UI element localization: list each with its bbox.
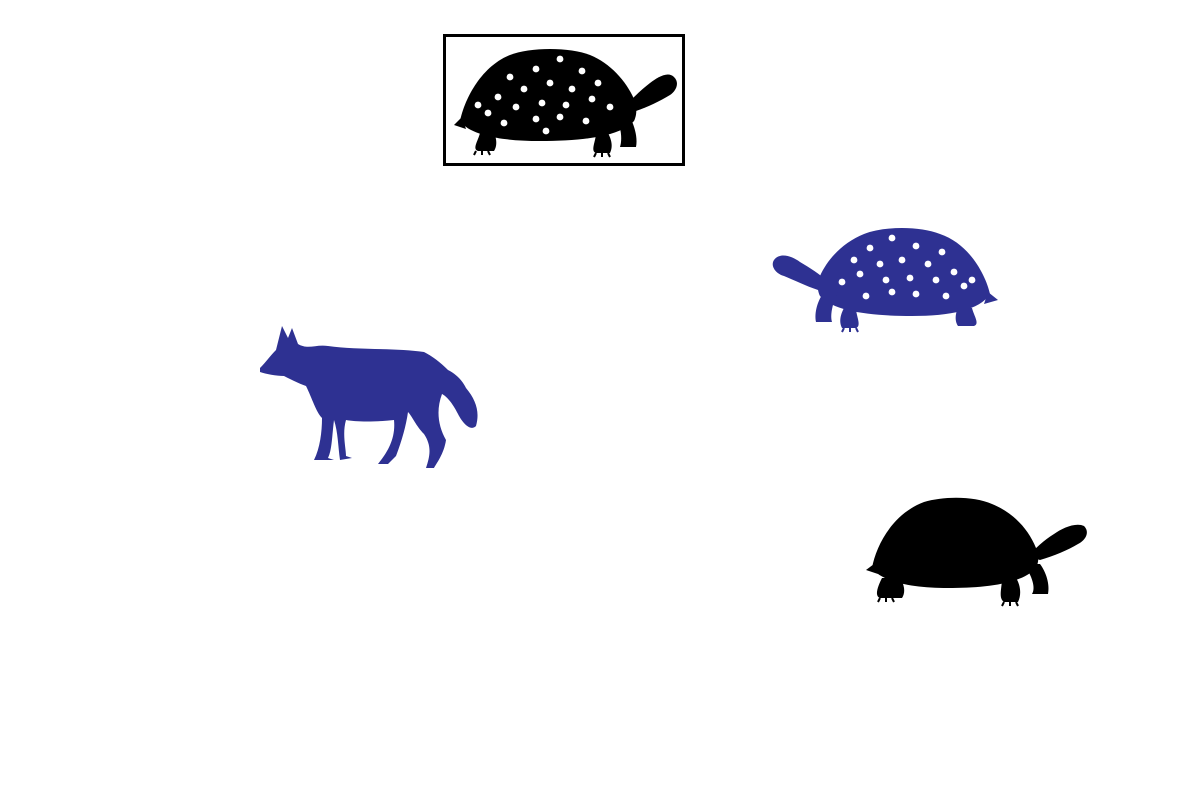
target-tortoise-icon	[454, 49, 677, 158]
blue-dotted-tortoise-icon[interactable]	[770, 222, 1000, 342]
black-plain-tortoise-icon[interactable]	[864, 494, 1090, 612]
blue-wolf-icon[interactable]	[256, 322, 486, 472]
target-card	[443, 34, 685, 166]
